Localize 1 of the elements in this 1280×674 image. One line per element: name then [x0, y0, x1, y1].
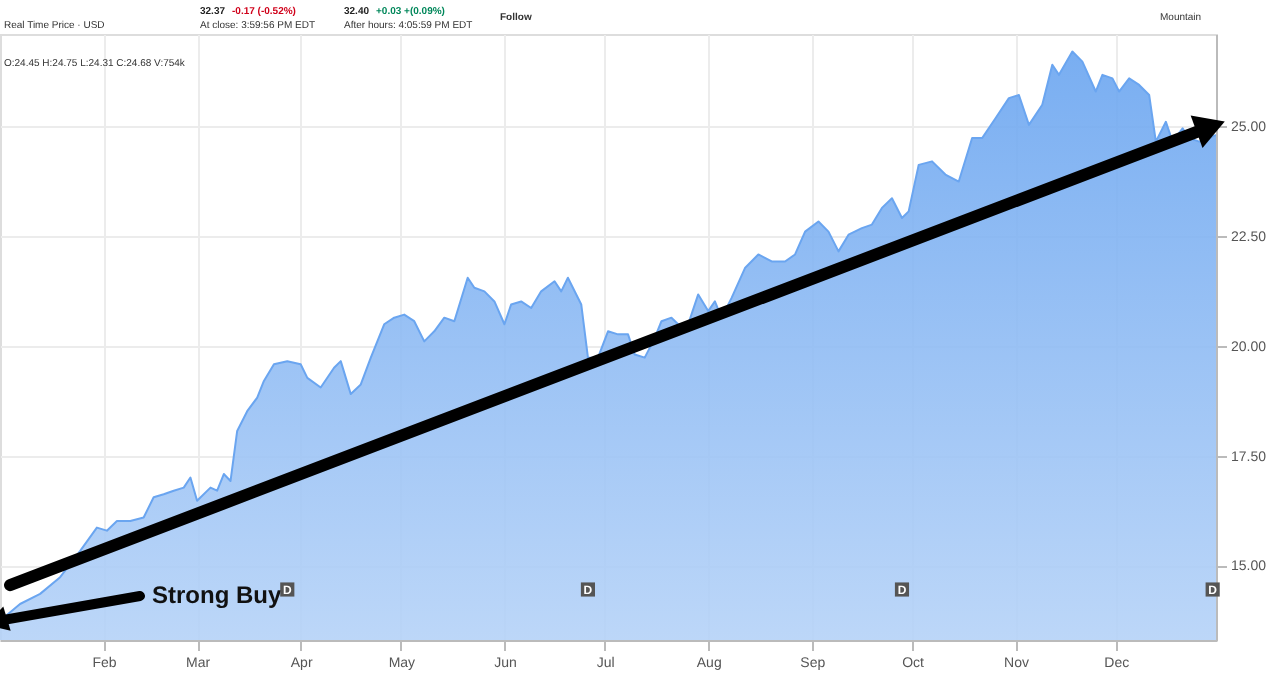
annotation: Strong Buy [152, 580, 282, 609]
